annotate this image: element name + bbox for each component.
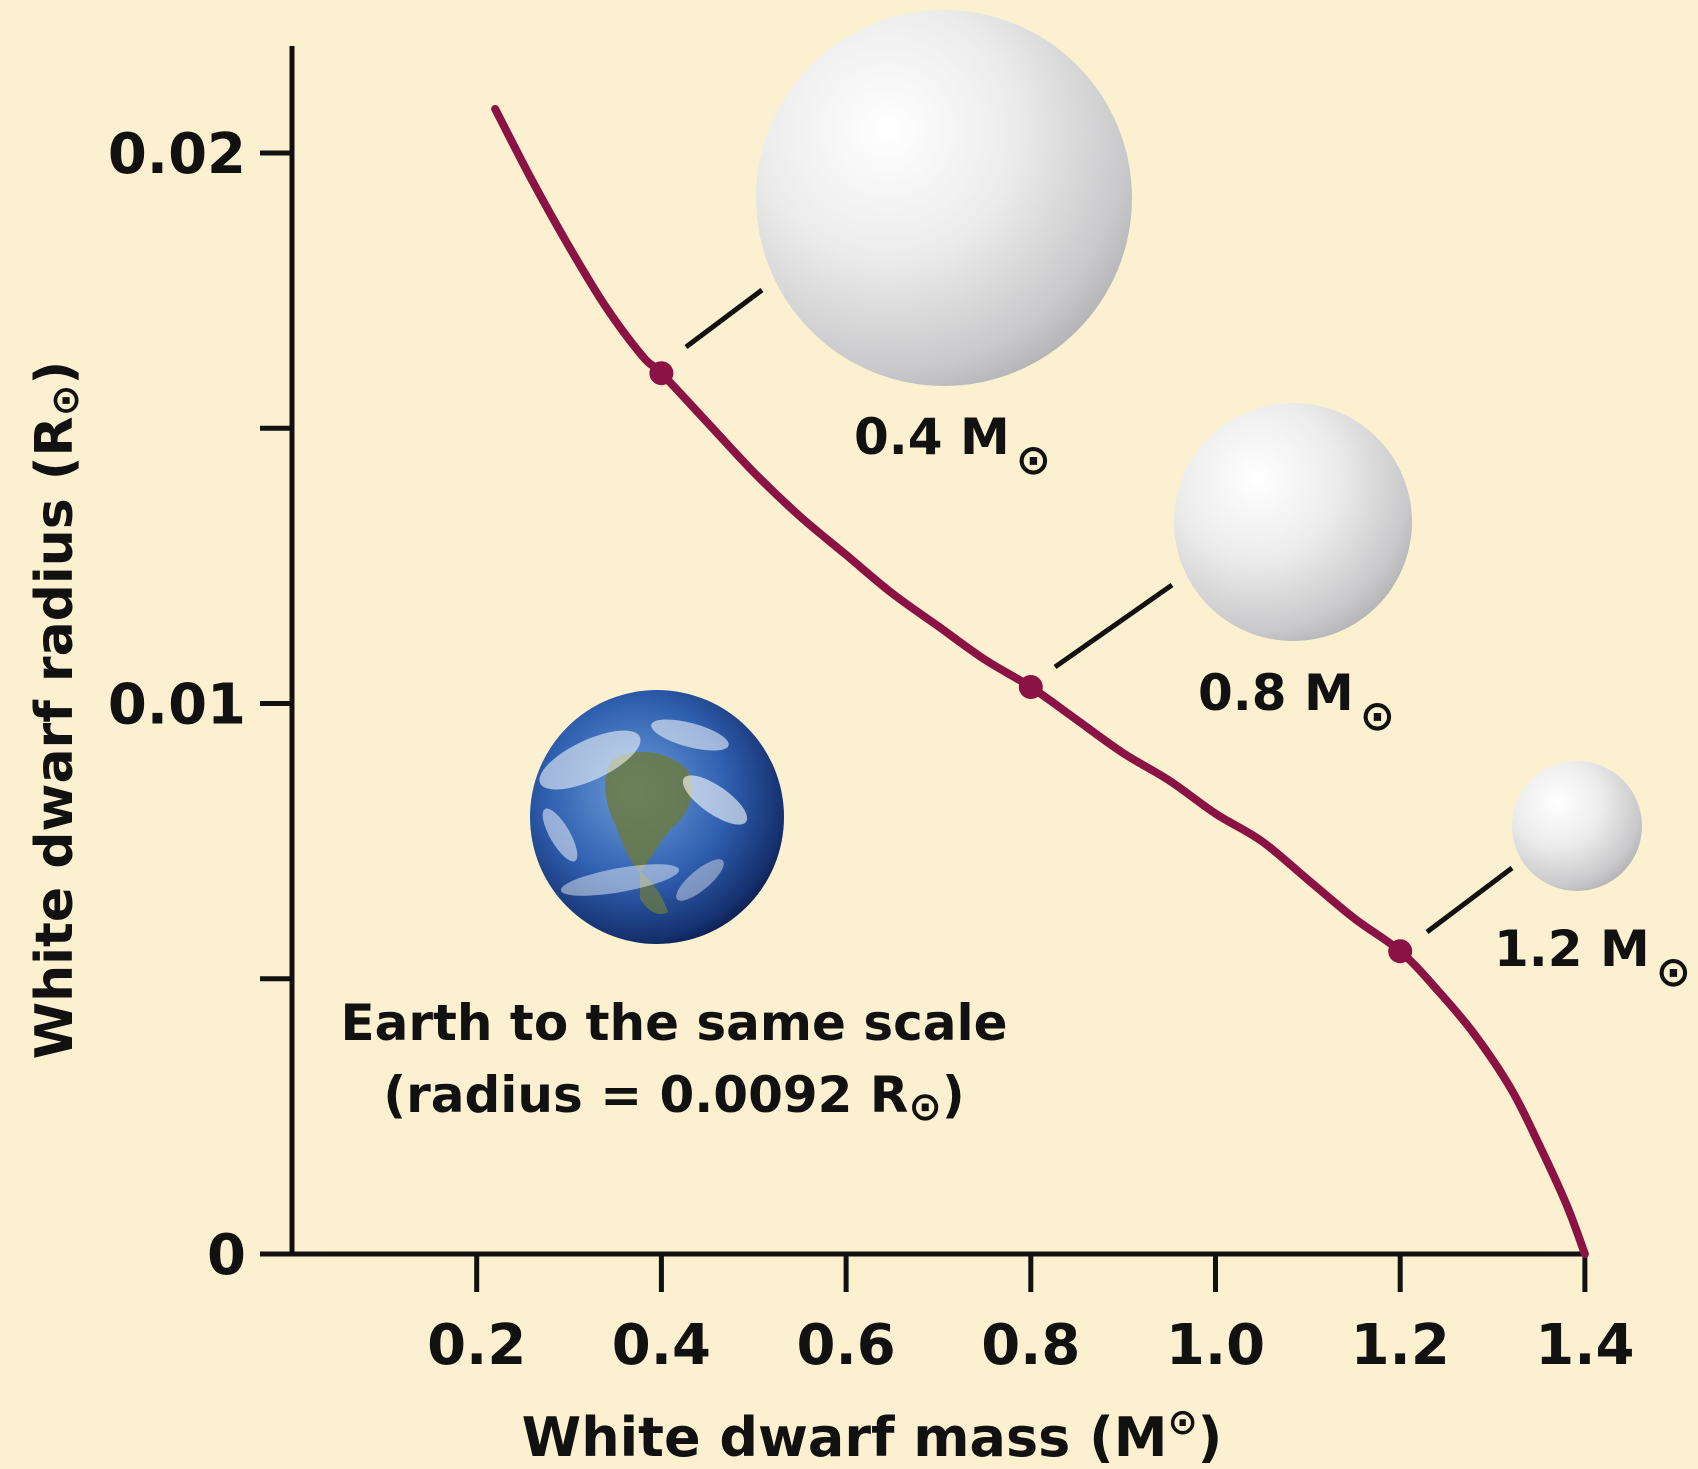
leader-line-0.8	[1053, 582, 1174, 670]
mass-radius-curve	[491, 104, 1589, 1258]
data-points	[649, 361, 1413, 964]
leader-line-0.4	[684, 288, 764, 349]
y-tick-label-0.01: 0.01	[108, 673, 246, 738]
x-tick-label-0.2: 0.2	[427, 1313, 526, 1378]
white-dwarf-spheres	[756, 10, 1642, 891]
earth-label-line1: Earth to the same scale	[340, 994, 1007, 1052]
sphere-0.4-icon	[756, 10, 1132, 386]
data-point-0.8	[1018, 674, 1043, 699]
axes	[260, 46, 1587, 1257]
earth-label-line2: (radius = 0.0092 R⊙)	[383, 1066, 964, 1130]
x-tick-label-1.2: 1.2	[1351, 1313, 1450, 1378]
point-label-0.4: 0.4 M ⊙	[854, 408, 1051, 484]
data-point-1.2	[1388, 939, 1413, 964]
x-tick-label-0.8: 0.8	[981, 1313, 1080, 1378]
x-tick-label-1.0: 1.0	[1166, 1313, 1265, 1378]
earth-icon	[530, 690, 784, 944]
point-label-0.8: 0.8 M ⊙	[1198, 664, 1395, 740]
leader-line-1.2	[1425, 866, 1514, 934]
x-tick-label-0.4: 0.4	[612, 1313, 711, 1378]
x-tick-label-0.6: 0.6	[796, 1313, 895, 1378]
y-ticks: 0 0.01 0.02	[108, 122, 292, 1288]
x-ticks: 0.2 0.4 0.6 0.8 1.0 1.2 1.4	[427, 1254, 1635, 1378]
point-label-1.2: 1.2 M ⊙	[1494, 920, 1691, 996]
x-tick-label-1.4: 1.4	[1535, 1313, 1634, 1378]
x-axis-title: White dwarf mass (M⊙)	[522, 1402, 1223, 1469]
y-tick-label-0: 0	[207, 1223, 246, 1288]
data-point-0.4	[649, 361, 674, 386]
sphere-0.8-icon	[1174, 403, 1412, 641]
leader-lines	[684, 288, 1514, 934]
y-axis-title: White dwarf radius (R⊙)	[25, 361, 87, 1059]
sphere-1.2-icon	[1512, 761, 1642, 891]
y-tick-label-0.02: 0.02	[108, 122, 246, 187]
